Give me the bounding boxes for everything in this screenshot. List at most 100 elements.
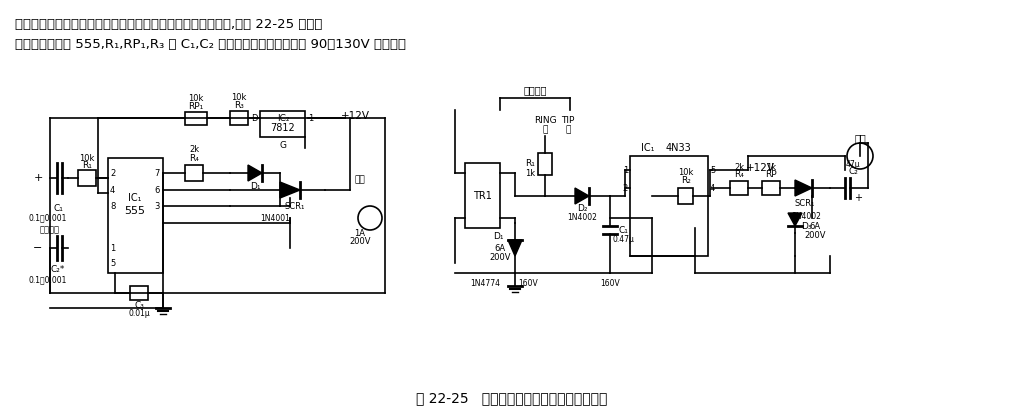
Text: D₃: D₃ <box>801 222 811 230</box>
Text: 10k: 10k <box>231 93 247 101</box>
Text: 6: 6 <box>155 185 160 194</box>
Text: 4: 4 <box>110 185 116 194</box>
Text: 0.01μ: 0.01μ <box>128 309 150 318</box>
Bar <box>260 111 305 137</box>
Text: 电颐: 电颐 <box>854 133 866 143</box>
Text: 200V: 200V <box>349 236 371 246</box>
Text: 2k: 2k <box>734 162 744 171</box>
Text: 尖: 尖 <box>565 126 570 134</box>
Text: 160V: 160V <box>600 279 620 288</box>
Text: +12V: +12V <box>341 111 370 121</box>
Text: 本振铃提醒电路由振铃触发电路和可控硅触发电铃电路等构成,如图 22-25 所示。: 本振铃提醒电路由振铃触发电路和可控硅触发电铃电路等构成,如图 22-25 所示。 <box>15 18 323 31</box>
Text: 200V: 200V <box>489 253 511 262</box>
Text: −: − <box>34 243 43 253</box>
Text: SCR₁: SCR₁ <box>795 199 815 208</box>
Text: RP₁: RP₁ <box>188 101 204 110</box>
Text: 至电话线: 至电话线 <box>523 85 547 95</box>
Text: +: + <box>854 193 862 203</box>
Text: 1: 1 <box>110 243 116 253</box>
Text: D₁: D₁ <box>250 182 260 190</box>
Text: 4N33: 4N33 <box>666 143 691 153</box>
Text: IC₁: IC₁ <box>641 143 654 153</box>
Bar <box>762 181 780 195</box>
Text: +: + <box>34 173 43 183</box>
Bar <box>78 170 96 186</box>
Bar <box>108 158 163 273</box>
Text: +12V: +12V <box>745 163 774 173</box>
Text: RING: RING <box>534 115 556 124</box>
Bar <box>130 286 148 300</box>
Text: 6A: 6A <box>495 243 506 253</box>
Bar <box>185 112 207 125</box>
Text: 1A: 1A <box>354 229 366 237</box>
Text: 10k: 10k <box>678 168 693 176</box>
Text: 电颐: 电颐 <box>354 176 366 185</box>
Text: 0.1～0.001: 0.1～0.001 <box>29 276 68 285</box>
Text: 5: 5 <box>110 258 116 267</box>
Text: C₃: C₃ <box>134 300 144 309</box>
Bar <box>538 153 552 175</box>
Text: 10k: 10k <box>79 154 94 162</box>
Text: IC₂: IC₂ <box>276 113 289 122</box>
Text: R₄: R₄ <box>734 169 744 178</box>
Polygon shape <box>280 182 300 198</box>
Text: 160V: 160V <box>518 279 538 288</box>
Text: C₁: C₁ <box>53 204 62 213</box>
Text: 1k: 1k <box>766 162 776 171</box>
Text: 0.1～0.001: 0.1～0.001 <box>29 213 68 222</box>
Text: RP: RP <box>765 169 777 178</box>
Text: 200V: 200V <box>804 230 825 239</box>
Text: 2: 2 <box>623 183 628 192</box>
Text: R₃: R₃ <box>234 101 244 110</box>
Text: SCR₁: SCR₁ <box>285 201 305 211</box>
Text: 1N4001: 1N4001 <box>260 213 290 222</box>
Text: D₂: D₂ <box>577 204 587 213</box>
Text: 1: 1 <box>623 166 628 175</box>
Bar <box>185 165 203 181</box>
Text: 10k: 10k <box>188 94 204 103</box>
Text: R₄: R₄ <box>189 154 199 162</box>
Polygon shape <box>508 240 522 256</box>
Text: 47μ: 47μ <box>846 159 860 169</box>
Text: G: G <box>280 141 287 150</box>
Text: 1N4774: 1N4774 <box>470 279 500 288</box>
Text: 环: 环 <box>543 126 548 134</box>
Text: D₁: D₁ <box>493 232 503 241</box>
Text: 1N4002: 1N4002 <box>792 211 821 220</box>
Text: 4: 4 <box>710 183 715 192</box>
Text: 图 22-25   电话机附加振铃提醒器电路（二）: 图 22-25 电话机附加振铃提醒器电路（二） <box>417 391 607 405</box>
Text: 2k: 2k <box>189 145 199 154</box>
Text: TIP: TIP <box>561 115 574 124</box>
Text: D: D <box>252 113 258 122</box>
Text: R₁: R₁ <box>82 161 92 169</box>
Polygon shape <box>575 188 589 204</box>
Text: 8: 8 <box>110 201 116 211</box>
Text: 1N4002: 1N4002 <box>567 213 597 222</box>
Text: C₁: C₁ <box>618 225 628 234</box>
Text: 7: 7 <box>155 169 160 178</box>
Polygon shape <box>795 180 812 196</box>
Text: C₂: C₂ <box>848 166 858 176</box>
Text: 2: 2 <box>110 169 116 178</box>
Text: IC₁: IC₁ <box>128 193 141 203</box>
Text: R₁: R₁ <box>525 159 535 168</box>
Polygon shape <box>248 165 262 181</box>
Text: 1: 1 <box>308 113 313 122</box>
Text: C₂*: C₂* <box>51 265 66 274</box>
Bar <box>465 163 500 228</box>
Bar <box>230 111 248 125</box>
Text: 3: 3 <box>155 201 160 211</box>
Text: TR1: TR1 <box>472 191 492 201</box>
Text: 1k: 1k <box>525 169 536 178</box>
Text: 555: 555 <box>125 206 145 216</box>
Text: 5: 5 <box>710 166 715 175</box>
Text: R₂: R₂ <box>681 176 691 185</box>
Bar <box>630 156 708 256</box>
Text: 0.47μ: 0.47μ <box>612 234 634 243</box>
Polygon shape <box>788 213 802 226</box>
Text: 至电话线: 至电话线 <box>40 225 60 234</box>
Bar <box>730 181 748 195</box>
Bar <box>678 188 693 204</box>
Text: 7812: 7812 <box>270 123 295 133</box>
Text: 6A: 6A <box>809 222 820 230</box>
